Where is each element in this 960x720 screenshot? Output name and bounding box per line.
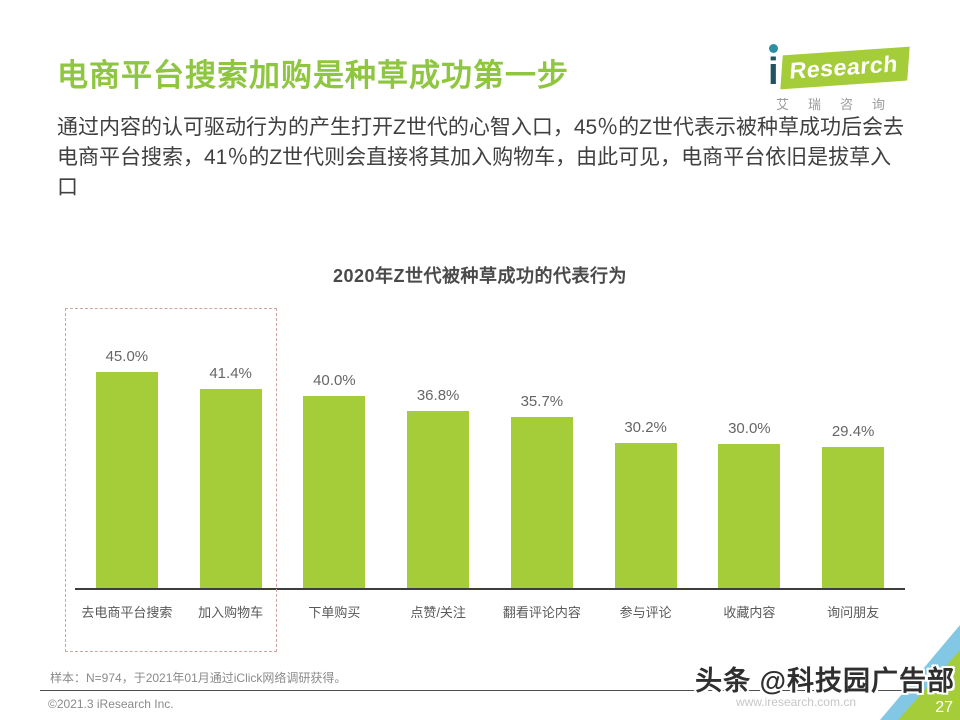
bar-column: 41.4% — [179, 300, 283, 588]
corner-triangle-green — [898, 650, 960, 720]
copyright-text: ©2021.3 iResearch Inc. — [48, 697, 174, 711]
category-label: 收藏内容 — [723, 605, 776, 620]
category-label: 翻看评论内容 — [502, 605, 581, 620]
bar-column: 40.0% — [283, 300, 387, 588]
highlight-dashed-box — [65, 308, 277, 652]
category-label: 下单购买 — [308, 605, 361, 620]
bar-column: 45.0% — [75, 300, 179, 588]
page-title: 电商平台搜索加购是种草成功第一步 — [57, 58, 569, 93]
bar-column: 35.7% — [490, 300, 594, 588]
bar-value-label: 41.4% — [209, 365, 252, 383]
bar-value-label: 36.8% — [416, 387, 460, 405]
bar — [822, 446, 885, 588]
bar-value-label: 30.2% — [624, 419, 667, 437]
bar-value-label: 45.0% — [105, 348, 149, 365]
bar — [718, 444, 781, 588]
watermark-text: 头条 @科技园广告部 — [695, 666, 955, 696]
bars-row: 45.0% 41.4% 40.0% 36.8% 35.7% 30.2% 30.0% 29.4% — [75, 300, 905, 588]
bar — [510, 416, 573, 588]
category-labels-row: 去电商平台搜索 加入购物车 下单购买 点赞/关注 翻看评论内容 参与评论 收藏内容 询问朋友 — [75, 602, 905, 621]
logo-subtitle: 艾瑞咨询 — [776, 97, 905, 113]
bar-column: 30.0% — [698, 300, 802, 588]
bar-column: 36.8% — [386, 300, 490, 588]
bar — [407, 411, 470, 588]
iresearch-logo: i Research 艾瑞咨询 — [768, 40, 918, 113]
bar — [614, 443, 677, 588]
logo-row: i Research — [768, 40, 918, 91]
bar-value-label: 35.7% — [520, 392, 564, 410]
x-axis-line — [75, 588, 905, 590]
category-label: 参与评论 — [619, 605, 672, 620]
footer-divider — [40, 690, 908, 691]
bar — [303, 396, 366, 588]
page-number: 27 — [935, 699, 953, 716]
logo-i-dot-icon — [768, 44, 778, 53]
bar-value-label: 30.0% — [728, 420, 771, 437]
logo-letter-i: i — [768, 44, 779, 91]
category-label: 点赞/关注 — [410, 605, 466, 620]
logo-wordmark: Research — [779, 46, 909, 90]
category-label: 询问朋友 — [827, 605, 880, 620]
bar-column: 30.2% — [594, 300, 698, 588]
bar-column: 29.4% — [801, 300, 905, 588]
bar-value-label: 29.4% — [831, 422, 875, 440]
category-label: 加入购物车 — [198, 605, 264, 620]
bar — [95, 372, 158, 588]
website-url: www.iresearch.com.cn — [735, 695, 856, 709]
sample-note: 样本：N=974，于2021年01月通过iClick网络调研获得。 — [50, 671, 347, 685]
intro-paragraph: 通过内容的认可驱动行为的产生打开Z世代的心智入口，45％的Z世代表示被种草成功后… — [57, 116, 905, 199]
category-label: 去电商平台搜索 — [81, 605, 173, 620]
chart-title: 2020年Z世代被种草成功的代表行为 — [332, 266, 628, 286]
bar — [199, 389, 262, 588]
bar-value-label: 40.0% — [313, 372, 356, 389]
bar-chart: 45.0% 41.4% 40.0% 36.8% 35.7% 30.2% 30.0% 29.4%… — [65, 300, 905, 652]
